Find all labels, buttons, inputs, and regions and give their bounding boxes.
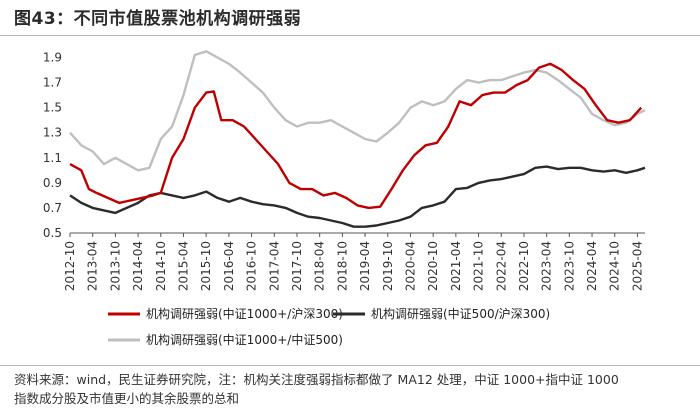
x-tick-label-13: 2019-04 [358,241,372,291]
x-tick-label-16: 2020-10 [426,241,440,291]
chart-title: 图43：不同市值股票池机构调研强弱 [14,9,302,29]
source-note: 资料来源：wind，民生证券研究院，注：机构关注度强弱指标都做了 MA12 处理… [14,370,694,408]
y-tick-label-1: 0.7 [43,201,62,215]
x-tick-label-5: 2015-04 [176,241,190,291]
x-tick-label-7: 2016-04 [222,241,236,291]
x-tick-label-4: 2014-10 [154,241,168,291]
x-tick-label-15: 2020-04 [403,241,417,291]
x-tick-label-18: 2021-10 [472,241,486,291]
chart-series [69,50,646,228]
x-tick-label-10: 2017-10 [290,241,304,291]
y-tick-label-6: 1.7 [43,76,62,90]
legend-label-2: 机构调研强弱(中证1000+/中证500) [146,332,343,347]
title-divider [0,35,700,36]
x-tick-label-19: 2022-04 [494,241,508,291]
x-tick-label-21: 2023-04 [540,241,554,291]
x-tick-label-17: 2021-04 [449,241,463,291]
x-tick-label-2: 2013-10 [108,241,122,291]
y-axis: 0.5 0.7 0.9 1.1 1.3 1.5 1.7 1.9 [43,51,62,240]
x-tick-label-11: 2018-04 [313,241,327,291]
x-tick-label-22: 2023-10 [562,241,576,291]
x-tick-label-23: 2024-04 [585,241,599,291]
x-tick-label-14: 2019-10 [381,241,395,291]
x-tick-label-20: 2022-10 [517,241,531,291]
series-line-2 [69,50,646,172]
x-tick-label-24: 2024-10 [608,241,622,291]
y-tick-label-7: 1.9 [43,51,62,65]
x-axis: 2012-10 2013-04 2013-10 2014-04 2014-10 2015-… [63,232,645,291]
y-tick-label-5: 1.5 [43,101,62,115]
source-line-2: 指数成分股及市值更小的其余股票的总和 [14,391,240,406]
x-tick-label-1: 2013-04 [86,241,100,291]
chart-legend: 机构调研强弱(中证1000+/沪深300) 机构调研强弱(中证500/沪深300)… [108,306,550,347]
source-divider [0,365,700,366]
y-tick-label-2: 0.9 [43,176,62,190]
source-line-1: 资料来源：wind，民生证券研究院，注：机构关注度强弱指标都做了 MA12 处理… [14,372,619,387]
y-tick-label-0: 0.5 [43,226,62,240]
y-tick-label-4: 1.3 [43,126,62,140]
x-tick-label-3: 2014-04 [131,241,145,291]
x-tick-label-0: 2012-10 [63,241,77,291]
legend-label-1: 机构调研强弱(中证500/沪深300) [371,306,550,321]
line-chart: 0.50.70.91.11.31.51.71.9 2012-10 2013-04 2… [43,50,646,347]
y-tick-label-3: 1.1 [43,151,62,165]
series-line-1 [69,165,646,228]
x-tick-label-8: 2016-10 [245,241,259,291]
legend-label-0: 机构调研强弱(中证1000+/沪深300) [146,306,343,321]
series-line-0 [69,62,643,210]
x-tick-label-9: 2017-04 [267,241,281,291]
x-tick-label-12: 2018-10 [335,241,349,291]
x-tick-label-25: 2025-04 [630,241,644,291]
x-tick-label-6: 2015-10 [199,241,213,291]
